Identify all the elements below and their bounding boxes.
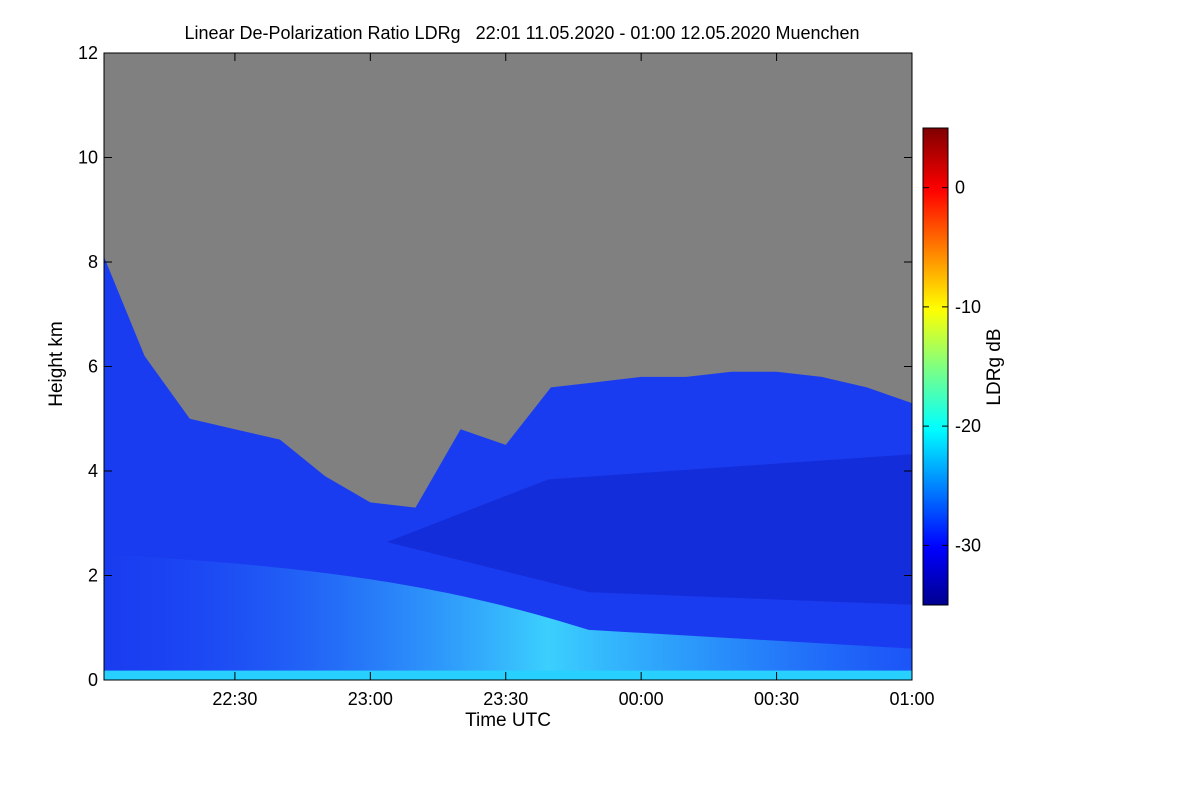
colorbar-label: LDRg dB: [984, 328, 1005, 405]
chart-title: Linear De-Polarization Ratio LDRg 22:01 …: [184, 23, 859, 43]
colorbar-tick-label: -30: [955, 535, 981, 555]
colorbar-tick-label: -10: [955, 297, 981, 317]
colorbar-tick-label: 0: [955, 178, 965, 198]
y-axis-label: Height km: [46, 321, 67, 407]
x-axis-label: Time UTC: [465, 710, 551, 731]
y-axis: 0 2 4 6 8 10 12: [78, 43, 912, 690]
dark-layer: [386, 454, 912, 605]
x-tick-label: 23:00: [348, 689, 393, 709]
y-tick-label: 2: [88, 566, 98, 586]
x-tick-label: 00:30: [754, 689, 799, 709]
x-axis: 22:30 23:00 23:30 00:00 00:30 01:00: [212, 53, 935, 709]
depolarization-plume: [104, 554, 912, 680]
surface-layer: [104, 670, 912, 680]
x-tick-label: 23:30: [483, 689, 528, 709]
plot-area: [104, 53, 912, 680]
y-tick-label: 0: [88, 670, 98, 690]
y-tick-label: 4: [88, 461, 98, 481]
y-tick-label: 10: [78, 148, 98, 168]
x-tick-label: 00:00: [619, 689, 664, 709]
x-tick-label: 22:30: [212, 689, 257, 709]
y-tick-label: 6: [88, 357, 98, 377]
colorbar-ticks: 0 -10 -20 -30: [923, 178, 981, 555]
colorbar-tick-label: -20: [955, 416, 981, 436]
x-tick-label: 01:00: [889, 689, 934, 709]
colorbar: 0 -10 -20 -30 LDRg dB: [922, 127, 1005, 606]
colorbar-gradient: [922, 127, 949, 606]
y-tick-label: 12: [78, 43, 98, 63]
y-tick-label: 8: [88, 252, 98, 272]
